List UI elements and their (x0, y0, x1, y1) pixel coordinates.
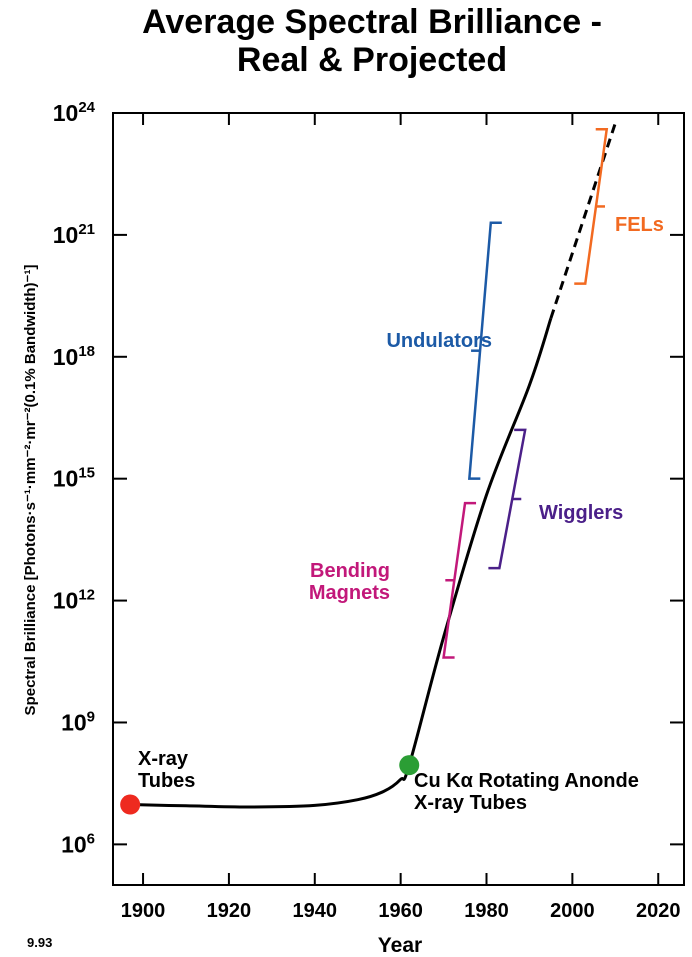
projected-series-line (549, 122, 617, 319)
y-tick-exponent: 24 (78, 99, 95, 116)
y-tick-base: 10 (61, 831, 87, 857)
y-tick-base: 10 (53, 466, 79, 492)
bending-magnets-label-line: Bending (310, 560, 390, 582)
fels-label-line: FELs (615, 214, 664, 236)
y-tick-base: 10 (61, 709, 87, 735)
y-tick-exponent: 12 (78, 587, 95, 604)
y-tick-label: 1024 (53, 99, 96, 126)
x-tick-label: 1960 (378, 900, 423, 922)
fels-label: FELs (615, 214, 664, 236)
rotating-anode-label-line: Cu Kα Rotating Anonde (414, 770, 639, 792)
y-axis-label: Spectral Brilliance [Photons·s⁻¹·mm⁻²·mr… (22, 265, 39, 716)
y-tick-exponent: 21 (78, 221, 95, 238)
rotating-anode-label-line: X-ray Tubes (414, 792, 527, 814)
bending-magnets-bracket (442, 501, 477, 659)
undulators-label-line: Undulators (386, 330, 492, 352)
series-layer (130, 122, 617, 809)
x-tick-label: 1900 (121, 900, 166, 922)
x-tick-label: 1920 (207, 900, 252, 922)
plot-frame (112, 112, 685, 886)
brackets-layer (442, 128, 609, 659)
y-tick-exponent: 15 (78, 465, 95, 482)
y-tick-base: 10 (53, 100, 79, 126)
wigglers-bracket-body (488, 428, 527, 570)
y-tick-exponent: 9 (87, 708, 95, 725)
rotating-anode-label: Cu Kα Rotating Anonde X-ray Tubes (414, 770, 639, 814)
y-tick-label: 1012 (53, 587, 95, 614)
x-tick-label: 2000 (550, 900, 595, 922)
wigglers-label: Wigglers (539, 502, 623, 524)
x-axis-label: Year (378, 934, 422, 957)
xray-tubes-label-line: Tubes (138, 770, 195, 792)
y-tick-label: 1021 (53, 221, 95, 248)
y-tick-base: 10 (53, 588, 79, 614)
data-point-marker (120, 794, 141, 815)
y-tick-label: 109 (61, 708, 95, 735)
undulators-bracket-body (467, 221, 502, 480)
chart-title-line-1: Average Spectral Brilliance - (142, 3, 602, 41)
y-tick-base: 10 (53, 222, 79, 248)
x-tick-label: 2020 (636, 900, 681, 922)
xray-tubes-label-line: X-ray (138, 748, 189, 770)
points-layer (120, 755, 420, 815)
measured-series-line (130, 317, 553, 809)
y-tick-label: 1018 (53, 343, 95, 370)
undulators-bracket (467, 221, 502, 480)
fels-bracket (574, 128, 609, 285)
y-tick-label: 1015 (53, 465, 95, 492)
y-tick-label: 106 (61, 830, 95, 857)
y-tick-base: 10 (53, 344, 79, 370)
bending-magnets-label-line: Magnets (309, 582, 390, 604)
undulators-label: Undulators (386, 330, 492, 352)
chart-title-line-2: Real & Projected (237, 41, 507, 79)
figure-code: 9.93 (27, 935, 52, 950)
wigglers-label-line: Wigglers (539, 502, 623, 524)
x-tick-label: 1940 (293, 900, 338, 922)
x-axis-ticks: 1900 1920 1940 1960 1980 2000 2020 (121, 113, 681, 922)
bending-magnets-label: Bending Magnets (309, 560, 390, 604)
x-tick-label: 1980 (464, 900, 509, 922)
xray-tubes-label: X-ray Tubes (138, 748, 195, 792)
annotations-layer: X-ray Tubes Cu Kα Rotating Anonde X-ray Tub… (138, 214, 664, 814)
wigglers-bracket (488, 428, 527, 570)
y-tick-exponent: 18 (78, 343, 95, 360)
data-point-marker (399, 755, 420, 776)
y-tick-exponent: 6 (87, 830, 95, 847)
